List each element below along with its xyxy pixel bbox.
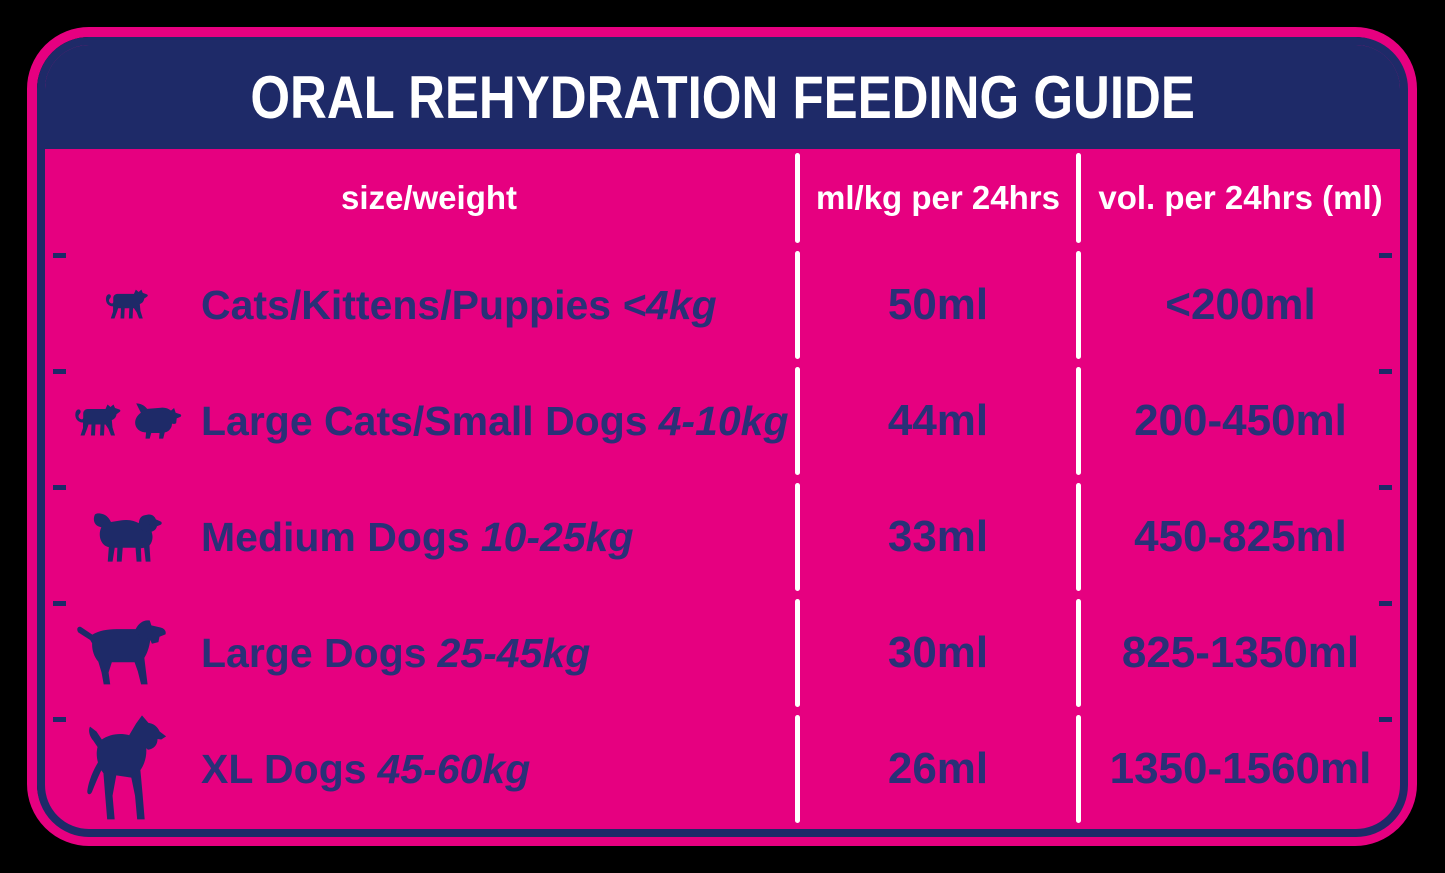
card-header: ORAL REHYDRATION FEEDING GUIDE <box>45 45 1400 149</box>
volume-cell: <200ml <box>1076 280 1400 330</box>
row-icon-box <box>63 617 191 689</box>
ml-per-kg-value: 50ml <box>887 280 989 329</box>
column-header-label: vol. per 24hrs (ml) <box>1098 179 1383 216</box>
small-dog-icon <box>134 403 181 439</box>
row-icon-box <box>63 400 191 442</box>
table-row: Medium Dogs 10-25kg 33ml 450-825ml <box>45 479 1400 595</box>
row-boundary-tick <box>53 369 66 374</box>
row-boundary-tick <box>53 485 66 490</box>
volume-value: 450-825ml <box>1134 512 1347 561</box>
row-label: Large Dogs <box>201 629 427 676</box>
ml-per-kg-value: 33ml <box>887 512 989 561</box>
row-boundary-tick <box>1379 717 1392 722</box>
table-row: Cats/Kittens/Puppies <4kg 50ml <200ml <box>45 247 1400 363</box>
size-cell: Large Cats/Small Dogs 4-10kg <box>45 398 795 445</box>
row-weight: 10-25kg <box>480 513 634 560</box>
column-header-label: size/weight <box>340 179 518 216</box>
row-label: Medium Dogs <box>201 513 470 560</box>
row-boundary-tick <box>53 253 66 258</box>
ml-per-kg-value: 30ml <box>887 628 989 677</box>
size-cell: Cats/Kittens/Puppies <4kg <box>45 282 795 329</box>
cat-icon <box>74 404 120 436</box>
volume-value: 1350-1560ml <box>1109 744 1372 793</box>
cat-icon <box>105 289 148 319</box>
column-header-volume: vol. per 24hrs (ml) <box>1076 179 1400 217</box>
volume-cell: 200-450ml <box>1076 396 1400 446</box>
ml-per-kg-cell: 44ml <box>795 396 1076 446</box>
row-boundary-tick <box>1379 485 1392 490</box>
row-label: XL Dogs <box>201 745 367 792</box>
column-header-row: size/weight ml/kg per 24hrs vol. per 24h… <box>45 149 1400 247</box>
xl-dog-icon <box>87 715 167 820</box>
row-icon-box <box>63 713 191 825</box>
size-cell: Medium Dogs 10-25kg <box>45 506 795 568</box>
row-icon-box <box>63 285 191 325</box>
column-header-label: ml/kg per 24hrs <box>816 179 1060 216</box>
ml-per-kg-cell: 26ml <box>795 744 1076 794</box>
row-weight: <4kg <box>622 281 717 328</box>
row-boundary-tick <box>1379 253 1392 258</box>
table-row: XL Dogs 45-60kg 26ml 1350-1560ml <box>45 711 1400 827</box>
row-boundary-tick <box>1379 601 1392 606</box>
row-label: Large Cats/Small Dogs <box>201 397 648 444</box>
size-cell: XL Dogs 45-60kg <box>45 713 795 825</box>
row-boundary-tick <box>1379 369 1392 374</box>
large-dog-icon <box>77 620 166 685</box>
row-weight: 45-60kg <box>377 745 531 792</box>
row-label: Cats/Kittens/Puppies <box>201 281 612 328</box>
ml-per-kg-cell: 50ml <box>795 280 1076 330</box>
volume-cell: 450-825ml <box>1076 512 1400 562</box>
volume-value: <200ml <box>1165 280 1316 329</box>
outer-pink-border <box>27 27 1417 846</box>
column-header-size-weight: size/weight <box>45 179 795 217</box>
row-boundary-tick <box>53 601 66 606</box>
table-row: Large Cats/Small Dogs 4-10kg 44ml 200-45… <box>45 363 1400 479</box>
ml-per-kg-value: 26ml <box>887 744 989 793</box>
row-boundary-tick <box>53 717 66 722</box>
column-header-ml-per-kg: ml/kg per 24hrs <box>795 179 1076 217</box>
volume-cell: 1350-1560ml <box>1076 744 1400 794</box>
table-row: Large Dogs 25-45kg 30ml 825-1350ml <box>45 595 1400 711</box>
ml-per-kg-value: 44ml <box>887 396 989 445</box>
row-weight: 25-45kg <box>437 629 591 676</box>
page-title: ORAL REHYDRATION FEEDING GUIDE <box>250 63 1195 131</box>
volume-value: 200-450ml <box>1134 396 1347 445</box>
ml-per-kg-cell: 30ml <box>795 628 1076 678</box>
row-weight: 4-10kg <box>658 397 789 444</box>
size-cell: Large Dogs 25-45kg <box>45 617 795 689</box>
row-icon-box <box>63 506 191 568</box>
volume-cell: 825-1350ml <box>1076 628 1400 678</box>
volume-value: 825-1350ml <box>1121 628 1360 677</box>
feeding-guide-card: ORAL REHYDRATION FEEDING GUIDE size/weig… <box>37 37 1408 837</box>
medium-dog-icon <box>93 513 162 562</box>
ml-per-kg-cell: 33ml <box>795 512 1076 562</box>
